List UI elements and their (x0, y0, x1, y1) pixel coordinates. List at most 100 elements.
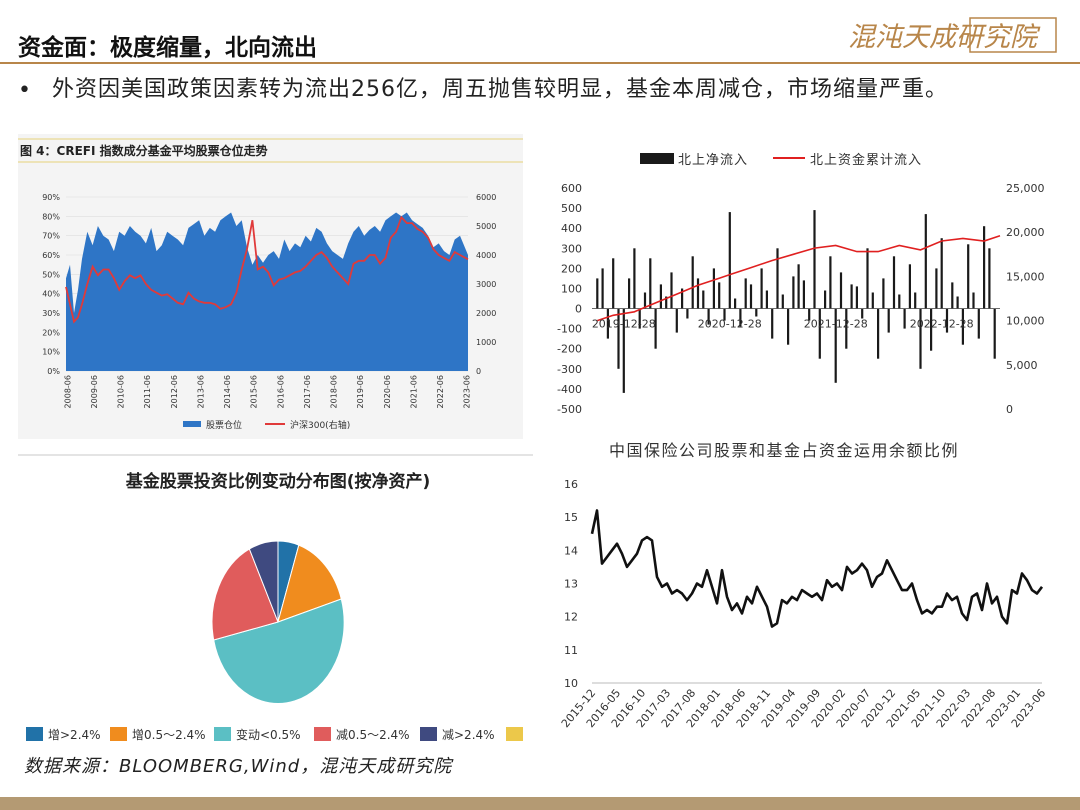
y-right-tick-label: 10,000 (1006, 315, 1045, 328)
y-tick-label: 16 (564, 478, 578, 491)
y-left-tick-label: 60% (42, 251, 60, 260)
bar-northbound-flow (760, 268, 763, 309)
bar-northbound-flow (802, 280, 805, 309)
bar-northbound-flow (728, 212, 731, 309)
bar-northbound-flow (792, 276, 795, 309)
legend-swatch (420, 727, 437, 741)
bar-northbound-flow (739, 308, 742, 327)
y-left-tick-label: 300 (561, 242, 582, 255)
x-tick-label: 2018-06 (330, 375, 339, 408)
bar-northbound-flow (596, 278, 599, 309)
y-left-tick-label: 50% (42, 270, 60, 279)
y-right-tick-label: 3000 (476, 280, 496, 289)
bar-northbound-flow (956, 296, 959, 309)
bar-northbound-flow (808, 308, 811, 321)
chart-title: 基金股票投资比例变动分布图(按净资产) (125, 471, 431, 492)
y-left-tick-label: -400 (557, 383, 582, 396)
legend-label: 北上净流入 (678, 153, 748, 168)
bar-northbound-flow (601, 268, 604, 309)
y-tick-label: 11 (564, 644, 578, 657)
legend-swatch (110, 727, 127, 741)
pie-slice (248, 540, 279, 623)
legend-swatch (506, 727, 523, 741)
bar-northbound-flow (882, 278, 885, 309)
bar-northbound-flow (649, 258, 652, 309)
legend-label: 北上资金累计流入 (810, 152, 922, 168)
x-tick-label: 2021-12-28 (804, 318, 868, 331)
y-right-tick-label: 20,000 (1006, 226, 1045, 239)
y-right-tick-label: 1000 (476, 338, 496, 347)
bar-northbound-flow (839, 272, 843, 309)
y-left-tick-label: 0% (47, 367, 60, 376)
y-right-tick-label: 2000 (476, 309, 496, 318)
y-tick-label: 15 (564, 511, 578, 524)
chart-title: 中国保险公司股票和基金占资金运用余额比例 (609, 441, 959, 460)
y-left-tick-label: 600 (561, 182, 582, 195)
northbound-chart: 北上净流入 北上资金累计流入 600 500 400 300 200 100 0 -100 -200… (557, 152, 1045, 416)
bar-northbound-flow (903, 308, 906, 329)
y-left-tick-label: 200 (561, 262, 582, 275)
header-rule (0, 62, 1080, 64)
bar-northbound-flow (961, 308, 964, 345)
y-left-tick-label: 30% (42, 309, 60, 318)
bullet-marker: • (18, 78, 31, 103)
y-left-tick-label: 20% (42, 328, 60, 337)
bar-northbound-flow (871, 292, 874, 309)
legend-swatch-area (183, 421, 201, 427)
x-tick-label: 2017-06 (303, 375, 312, 408)
slide-title: 资金面：极度缩量，北向流出 (18, 35, 317, 61)
bar-northbound-flow (972, 292, 975, 309)
legend-label: 股票仓位 (206, 419, 242, 431)
y-left-tick-label: 70% (42, 232, 60, 241)
x-tick-label: 2011-06 (143, 375, 152, 408)
y-tick-label: 14 (564, 544, 578, 557)
y-left-tick-label: -200 (557, 343, 582, 356)
bar-northbound-flow (702, 290, 705, 309)
bar-northbound-flow (866, 248, 869, 309)
bar-northbound-flow (617, 308, 620, 369)
bar-northbound-flow (638, 308, 641, 329)
y-right-tick-label: 15,000 (1006, 270, 1045, 283)
bar-northbound-flow (930, 308, 933, 351)
bar-northbound-flow (622, 308, 625, 393)
footer-bar (0, 797, 1080, 810)
legend-label: 沪深300(右轴) (290, 419, 350, 431)
y-left-tick-label: 500 (561, 202, 582, 215)
y-right-tick-label: 25,000 (1006, 182, 1045, 195)
bar-northbound-flow (691, 256, 694, 309)
bar-northbound-flow (696, 278, 700, 309)
y-left-tick-label: 400 (561, 222, 582, 235)
bar-northbound-flow (707, 308, 710, 325)
legend-swatch (314, 727, 331, 741)
y-tick-label: 13 (564, 578, 578, 591)
bar-northbound-flow (686, 308, 689, 319)
x-tick-label: 2022-12-28 (910, 318, 974, 331)
x-tick-label: 2016-06 (276, 375, 285, 408)
y-left-tick-label: 0 (575, 303, 582, 316)
bar-northbound-flow (813, 210, 816, 309)
bar-northbound-flow (977, 308, 980, 339)
legend-swatch (214, 727, 231, 741)
x-tick-label: 2019-12-28 (592, 318, 656, 331)
x-tick-label: 2021-06 (409, 375, 418, 408)
bar-northbound-flow (654, 308, 657, 349)
series-line-cumulative (597, 234, 1001, 322)
x-tick-label: 2008-06 (63, 375, 72, 408)
bar-northbound-flow (908, 264, 911, 309)
bar-northbound-flow (951, 282, 954, 309)
y-left-tick-label: -100 (557, 323, 582, 336)
bar-northbound-flow (734, 298, 737, 309)
y-right-tick-label: 6000 (476, 193, 496, 202)
bar-northbound-flow (898, 294, 901, 309)
bar-northbound-flow (983, 226, 986, 309)
legend-label: 减0.5～2.4% (336, 728, 410, 742)
x-tick-label: 2010-06 (117, 375, 126, 408)
y-left-tick-label: 80% (42, 212, 60, 221)
bar-northbound-flow (887, 308, 890, 333)
y-right-tick-label: 4000 (476, 251, 496, 260)
bar-northbound-flow (892, 256, 896, 309)
bar-northbound-flow (988, 248, 991, 309)
bar-northbound-flow (665, 296, 668, 309)
bar-northbound-flow (755, 308, 758, 317)
legend-swatch-bars (640, 153, 674, 164)
